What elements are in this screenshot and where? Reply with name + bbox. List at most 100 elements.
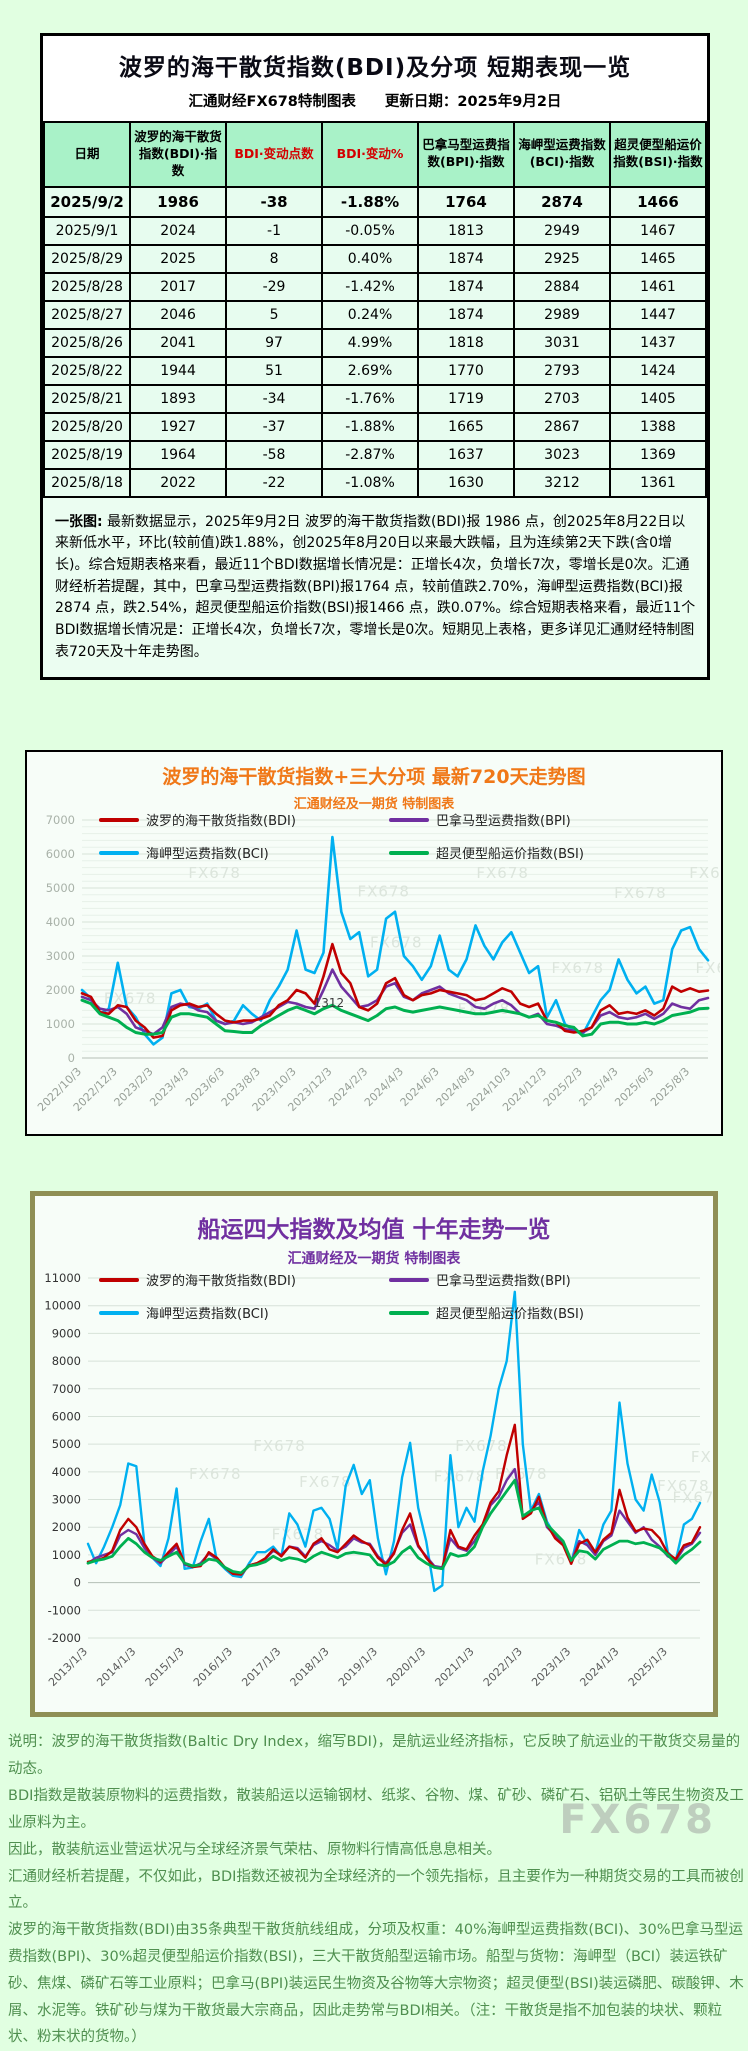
table-row: 2025/8/20 1927 -37 -1.88% 1665 2867 1388: [42, 411, 708, 442]
table-cell: -0.05%: [321, 215, 419, 246]
svg-text:FX678: FX678: [695, 959, 720, 977]
svg-text:3000: 3000: [46, 949, 75, 963]
svg-text:11000: 11000: [44, 1271, 81, 1285]
svg-text:2020/1/3: 2020/1/3: [384, 1645, 428, 1689]
table-cell: 1405: [608, 383, 708, 414]
svg-text:FX678: FX678: [672, 1489, 712, 1507]
table-row: 2025/8/27 2046 5 0.24% 1874 2989 1447: [42, 299, 708, 330]
table-cell: 1461: [608, 271, 708, 302]
table-cell: 1944: [129, 355, 228, 386]
table-cell: 1424: [608, 355, 708, 386]
svg-text:2018/1/3: 2018/1/3: [288, 1645, 332, 1689]
svg-text:FX678: FX678: [455, 1438, 508, 1456]
table-cell: -1.88%: [321, 185, 419, 218]
table-row: 2025/8/26 2041 97 4.99% 1818 3031 1437: [42, 327, 708, 358]
legend-label: 海岬型运费指数(BCI): [146, 847, 269, 863]
legend-item-bpi: 巴拿马型运费指数(BPI): [389, 810, 649, 829]
table-cell: 1964: [129, 439, 228, 470]
chart-720day-legend: 波罗的海干散货指数(BDI) 巴拿马型运费指数(BPI) 海岬型运费指数(BCI) 超…: [27, 810, 721, 862]
table-cell: 3023: [512, 439, 611, 470]
table-cell: 5: [225, 299, 324, 330]
table-panel-header: 波罗的海干散货指数(BDI)及分项 短期表现一览 汇通财经FX678特制图表 更…: [43, 36, 707, 121]
chart-720day-panel: 波罗的海干散货指数+三大分项 最新720天走势图 汇通财经及一期货 特制图表 波…: [25, 750, 723, 1137]
table-cell: 1630: [417, 467, 515, 498]
bdi-table: 日期 波罗的海干散货指数(BDI)·指数 BDI·变动点数 BDI·变动% 巴拿马型运费…: [42, 121, 708, 498]
table-cell: 1466: [608, 185, 708, 218]
table-cell: 0.40%: [321, 243, 419, 274]
chart-720day-subtitle: 汇通财经及一期货 特制图表: [293, 797, 455, 813]
table-cell: 1447: [608, 299, 708, 330]
table-cell: 1369: [608, 439, 708, 470]
column-header: 海岬型运费指数(BCI)·指数: [512, 121, 611, 188]
table-cell: 1818: [417, 327, 515, 358]
svg-text:FX678: FX678: [476, 864, 529, 882]
svg-text:5000: 5000: [46, 881, 75, 895]
table-cell: -22: [225, 467, 324, 498]
svg-text:2019/1/3: 2019/1/3: [336, 1645, 380, 1689]
table-cell: 1437: [608, 327, 708, 358]
svg-text:4000: 4000: [46, 915, 75, 929]
table-cell: 2024: [129, 215, 228, 246]
legend-label: 巴拿马型运费指数(BPI): [436, 1274, 571, 1290]
table-cell: 1813: [417, 215, 515, 246]
table-cell: -1.08%: [321, 467, 419, 498]
table-cell: 2793: [512, 355, 611, 386]
chart-10year-legend: 波罗的海干散货指数(BDI) 巴拿马型运费指数(BPI) 海岬型运费指数(BCI) 超…: [35, 1270, 713, 1322]
summary-body: 最新数据显示，2025年9月2日 波罗的海干散货指数(BDI)报 1986 点，…: [55, 513, 696, 660]
table-cell: -37: [225, 411, 324, 442]
bdi-table-header-row: 日期 波罗的海干散货指数(BDI)·指数 BDI·变动点数 BDI·变动% 巴拿马型运费…: [42, 121, 708, 188]
table-cell: 97: [225, 327, 324, 358]
legend-line-swatch-bsi: [389, 1310, 429, 1315]
svg-text:FX678: FX678: [689, 864, 720, 882]
svg-text:FX678: FX678: [657, 1478, 710, 1496]
column-header: 日期: [42, 121, 132, 188]
legend-line-swatch-bci: [99, 1310, 139, 1315]
svg-text:2016/1/3: 2016/1/3: [191, 1645, 235, 1689]
svg-text:FX678: FX678: [370, 934, 423, 952]
table-cell: 1467: [608, 215, 708, 246]
svg-text:2000: 2000: [52, 1521, 81, 1535]
svg-text:4000: 4000: [52, 1465, 81, 1479]
table-cell: -1.42%: [321, 271, 419, 302]
table-row: 2025/9/1 2024 -1 -0.05% 1813 2949 1467: [42, 215, 708, 246]
table-row: 2025/8/22 1944 51 2.69% 1770 2793 1424: [42, 355, 708, 386]
svg-text:0: 0: [74, 1576, 81, 1590]
table-cell: 2017: [129, 271, 228, 302]
table-cell: 2025/8/29: [42, 243, 132, 274]
svg-text:9000: 9000: [52, 1327, 81, 1341]
table-cell: 1719: [417, 383, 515, 414]
svg-text:-2000: -2000: [48, 1631, 81, 1645]
legend-item-bsi: 超灵便型船运价指数(BSI): [389, 1303, 649, 1322]
legend-item-bsi: 超灵便型船运价指数(BSI): [389, 843, 649, 862]
legend-item-bci: 海岬型运费指数(BCI): [99, 843, 359, 862]
table-cell: 1874: [417, 271, 515, 302]
table-cell: 2025/9/1: [42, 215, 132, 246]
svg-text:7000: 7000: [52, 1382, 81, 1396]
table-cell: 1637: [417, 439, 515, 470]
svg-text:3000: 3000: [52, 1493, 81, 1507]
bdi-table-body: 2025/9/2 1986 -38 -1.88% 1764 2874 1466 2025/9/…: [42, 185, 708, 498]
table-cell: -38: [225, 185, 324, 218]
chart720-svg: 0 1000 2000 3000 4000 5000 6000 7000 FX678 FX678 F…: [35, 814, 720, 1114]
table-cell: 1893: [129, 383, 228, 414]
table-row: 2025/8/21 1893 -34 -1.76% 1719 2703 1405: [42, 383, 708, 414]
svg-text:2024/1/3: 2024/1/3: [577, 1645, 621, 1689]
table-cell: 3212: [512, 467, 611, 498]
legend-line-swatch-bdi: [99, 1277, 139, 1282]
svg-text:FX678: FX678: [189, 1465, 242, 1483]
summary-paragraph: 一张图: 最新数据显示，2025年9月2日 波罗的海干散货指数(BDI)报 19…: [43, 497, 707, 678]
table-cell: 0.24%: [321, 299, 419, 330]
column-header: BDI·变动%: [321, 121, 419, 188]
legend-label: 海岬型运费指数(BCI): [146, 1307, 269, 1323]
chart-720day-title: 波罗的海干散货指数+三大分项 最新720天走势图: [162, 766, 586, 789]
legend-label: 巴拿马型运费指数(BPI): [436, 814, 571, 830]
legend-item-bpi: 巴拿马型运费指数(BPI): [389, 1270, 649, 1289]
legend-item-bdi: 波罗的海干散货指数(BDI): [99, 1270, 359, 1289]
column-header: 超灵便型船运价指数(BSI)·指数: [608, 121, 708, 188]
table-cell: -2.87%: [321, 439, 419, 470]
table-cell: 1465: [608, 243, 708, 274]
svg-text:-1000: -1000: [48, 1604, 81, 1618]
page-subtitle: 汇通财经FX678特制图表 更新日期：2025年9月2日: [188, 94, 562, 110]
svg-text:0: 0: [68, 1051, 75, 1065]
page-title: 波罗的海干散货指数(BDI)及分项 短期表现一览: [118, 55, 632, 81]
